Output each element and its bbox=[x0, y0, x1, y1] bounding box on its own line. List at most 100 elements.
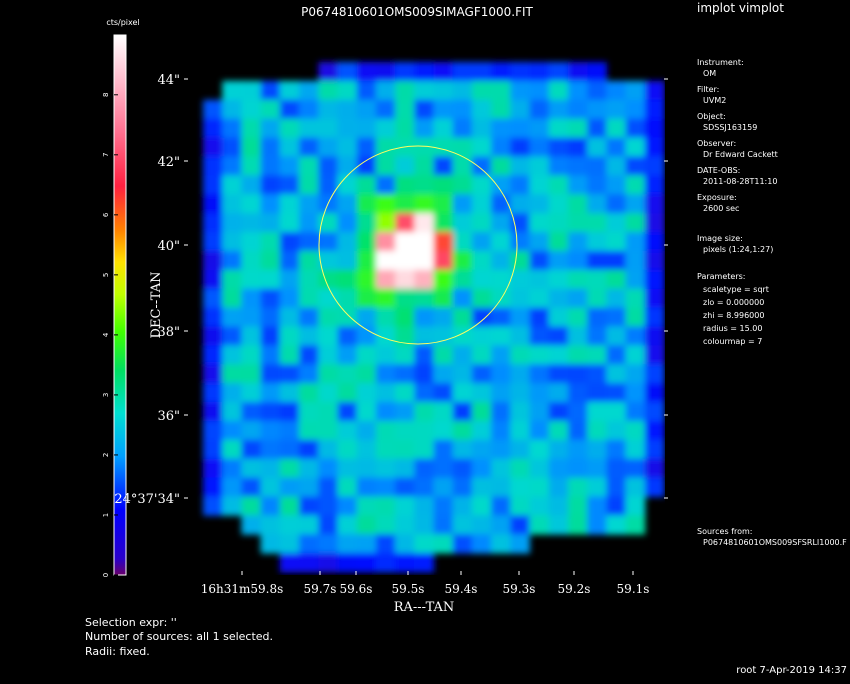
y-tick-label: 24°37'34" bbox=[114, 492, 180, 507]
x-tick-label: 59.6s bbox=[340, 582, 373, 596]
heatmap-pixel bbox=[625, 515, 646, 535]
heatmap-pixel bbox=[241, 364, 262, 384]
heatmap-pixel bbox=[318, 118, 338, 139]
heatmap-pixel bbox=[568, 250, 588, 271]
heatmap-pixel bbox=[452, 439, 473, 460]
heatmap-pixel bbox=[299, 156, 319, 176]
heatmap-pixel bbox=[279, 137, 300, 157]
heatmap-pixel bbox=[356, 156, 377, 176]
heatmap-pixel bbox=[491, 307, 511, 327]
heatmap-pixel bbox=[414, 326, 434, 346]
heatmap-pixel bbox=[568, 213, 588, 233]
heatmap-pixel bbox=[395, 496, 415, 516]
heatmap-pixel bbox=[471, 420, 492, 441]
param-scaletype: scaletype = sqrt bbox=[703, 285, 769, 294]
heatmap-pixel bbox=[279, 156, 300, 176]
heatmap-pixel bbox=[241, 402, 262, 422]
heatmap-pixel bbox=[337, 288, 358, 309]
heatmap-pixel bbox=[414, 515, 434, 535]
heatmap-pixel bbox=[299, 364, 319, 384]
heatmap-pixel bbox=[375, 553, 396, 573]
heatmap-pixel bbox=[375, 288, 396, 309]
heatmap-pixel bbox=[452, 345, 473, 365]
heatmap-pixel bbox=[356, 80, 377, 101]
heatmap-pixel bbox=[337, 307, 358, 327]
heatmap-pixel bbox=[471, 175, 492, 195]
heatmap-pixel bbox=[318, 62, 338, 82]
heatmap-pixel bbox=[644, 439, 665, 460]
heatmap-pixel bbox=[260, 213, 281, 233]
heatmap-pixel bbox=[548, 137, 569, 157]
radii-mode: Radii: fixed. bbox=[85, 645, 150, 658]
heatmap-pixel bbox=[491, 213, 511, 233]
heatmap-pixel bbox=[452, 194, 473, 214]
heatmap-pixel bbox=[471, 496, 492, 516]
heatmap-pixel bbox=[529, 118, 550, 139]
heatmap-pixel bbox=[510, 439, 530, 460]
heatmap-pixel bbox=[395, 439, 415, 460]
heatmap-pixel bbox=[587, 99, 607, 120]
app-title: implot vimplot bbox=[697, 1, 784, 15]
heatmap-pixel bbox=[318, 496, 338, 516]
heatmap-pixel bbox=[375, 137, 396, 157]
heatmap-pixel bbox=[356, 477, 377, 497]
heatmap-pixel bbox=[452, 213, 473, 233]
heatmap-pixel bbox=[356, 534, 377, 554]
heatmap-pixel bbox=[644, 156, 665, 176]
heatmap-pixel bbox=[299, 288, 319, 309]
heatmap-pixel bbox=[644, 232, 665, 252]
heatmap-pixel bbox=[625, 420, 646, 441]
heatmap-pixel bbox=[222, 269, 242, 290]
heatmap-pixel bbox=[260, 175, 281, 195]
heatmap-pixel bbox=[568, 439, 588, 460]
heatmap-pixel bbox=[510, 80, 530, 101]
heatmap-pixel bbox=[375, 458, 396, 479]
heatmap-pixel bbox=[587, 137, 607, 157]
heatmap-pixel bbox=[414, 194, 434, 214]
x-tick-label: 59.4s bbox=[445, 582, 478, 596]
heatmap-pixel bbox=[606, 439, 627, 460]
heatmap-pixel bbox=[625, 458, 646, 479]
heatmap-pixel bbox=[375, 326, 396, 346]
heatmap-pixel bbox=[375, 175, 396, 195]
heatmap-pixel bbox=[222, 213, 242, 233]
heatmap-pixel bbox=[587, 439, 607, 460]
heatmap-pixel bbox=[279, 80, 300, 101]
heatmap-pixel bbox=[433, 288, 454, 309]
heatmap-pixel bbox=[510, 515, 530, 535]
heatmap-pixel bbox=[471, 156, 492, 176]
heatmap-pixel bbox=[644, 458, 665, 479]
heatmap-pixel bbox=[433, 515, 454, 535]
heatmap-pixel bbox=[548, 99, 569, 120]
heatmap-pixel bbox=[356, 326, 377, 346]
heatmap-pixel bbox=[279, 250, 300, 271]
heatmap-pixel bbox=[299, 402, 319, 422]
heatmap-pixel bbox=[433, 326, 454, 346]
heatmap-pixel bbox=[222, 156, 242, 176]
heatmap-pixel bbox=[587, 458, 607, 479]
heatmap-pixel bbox=[241, 477, 262, 497]
heatmap-pixel bbox=[644, 288, 665, 309]
heatmap-pixel bbox=[222, 402, 242, 422]
heatmap-pixel bbox=[587, 496, 607, 516]
heatmap-pixel bbox=[299, 118, 319, 139]
heatmap-pixel bbox=[414, 269, 434, 290]
heatmap-pixel bbox=[222, 458, 242, 479]
heatmap-pixel bbox=[587, 477, 607, 497]
colorbar-tick-label: 4 bbox=[102, 332, 110, 337]
heatmap-pixel bbox=[433, 156, 454, 176]
heatmap-pixel bbox=[203, 99, 223, 120]
heatmap-pixel bbox=[375, 496, 396, 516]
heatmap-pixel bbox=[260, 99, 281, 120]
heatmap-pixel bbox=[625, 477, 646, 497]
heatmap-pixel bbox=[414, 345, 434, 365]
heatmap-pixel bbox=[279, 175, 300, 195]
heatmap-pixel bbox=[548, 213, 569, 233]
heatmap-pixel bbox=[433, 80, 454, 101]
heatmap-pixel bbox=[529, 477, 550, 497]
y-axis-label: DEC--TAN bbox=[149, 272, 164, 339]
source-region-circle[interactable] bbox=[318, 145, 518, 345]
heatmap-pixel bbox=[222, 232, 242, 252]
heatmap-pixel bbox=[510, 250, 530, 271]
heatmap-pixel bbox=[241, 307, 262, 327]
